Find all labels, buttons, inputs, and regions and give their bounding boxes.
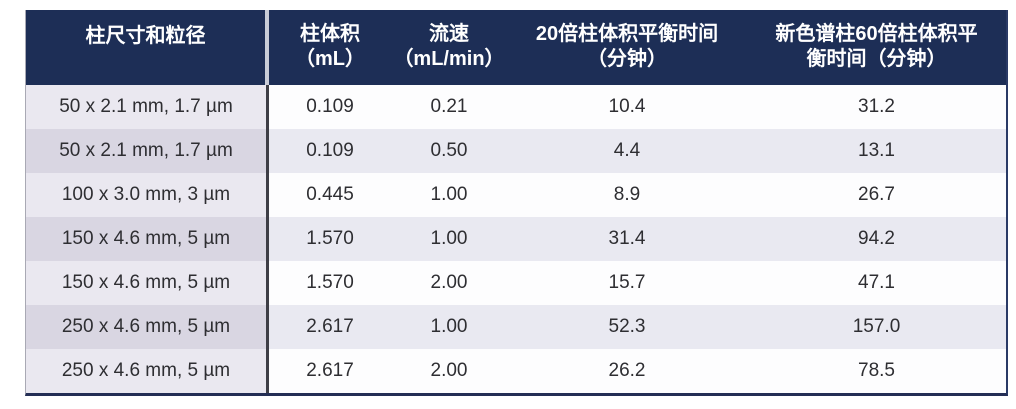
table-row: 150 x 4.6 mm, 5 µm 1.570 1.00 31.4 94.2 <box>26 217 1006 261</box>
table-row: 250 x 4.6 mm, 5 µm 2.617 1.00 52.3 157.0 <box>26 305 1006 349</box>
header-unit: （mL/min） <box>393 48 505 70</box>
header-row: 柱尺寸和粒径 柱体积 （mL） 流速 （mL/min） 20倍柱体积平衡时间 （… <box>26 10 1006 85</box>
column-dimension-cell: 50 x 2.1 mm, 1.7 µm <box>26 129 269 173</box>
column-dimension-cell: 150 x 4.6 mm, 5 µm <box>26 217 269 261</box>
value-cell: 8.9 <box>507 173 747 217</box>
value-cell: 0.109 <box>269 85 391 129</box>
value-cell: 1.00 <box>391 173 507 217</box>
value-cell: 2.617 <box>269 305 391 349</box>
table-row: 50 x 2.1 mm, 1.7 µm 0.109 0.50 4.4 13.1 <box>26 129 1006 173</box>
value-cell: 47.1 <box>747 261 1006 305</box>
column-header-60x-equilibration: 新色谱柱60倍柱体积平 衡时间（分钟） <box>747 10 1006 85</box>
value-cell: 94.2 <box>747 217 1006 261</box>
value-cell: 2.00 <box>391 261 507 305</box>
table-body: 50 x 2.1 mm, 1.7 µm 0.109 0.21 10.4 31.2 50 x… <box>26 85 1006 393</box>
header-label: 柱体积 <box>300 23 360 45</box>
value-cell: 0.50 <box>391 129 507 173</box>
column-dimension-cell: 250 x 4.6 mm, 5 µm <box>26 305 269 349</box>
value-cell: 13.1 <box>747 129 1006 173</box>
value-cell: 31.2 <box>747 85 1006 129</box>
value-cell: 52.3 <box>507 305 747 349</box>
value-cell: 0.445 <box>269 173 391 217</box>
column-dimension-cell: 50 x 2.1 mm, 1.7 µm <box>26 85 269 129</box>
column-dimension-cell: 100 x 3.0 mm, 3 µm <box>26 173 269 217</box>
header-label: 流速 <box>429 23 469 45</box>
table-row: 50 x 2.1 mm, 1.7 µm 0.109 0.21 10.4 31.2 <box>26 85 1006 129</box>
header-unit: （分钟） <box>587 48 667 70</box>
value-cell: 1.00 <box>391 305 507 349</box>
table-row: 150 x 4.6 mm, 5 µm 1.570 2.00 15.7 47.1 <box>26 261 1006 305</box>
value-cell: 0.109 <box>269 129 391 173</box>
column-header-flow-rate: 流速 （mL/min） <box>391 10 507 85</box>
table-header: 柱尺寸和粒径 柱体积 （mL） 流速 （mL/min） 20倍柱体积平衡时间 （… <box>26 10 1006 85</box>
header-unit: （mL） <box>295 48 365 70</box>
header-label: 20倍柱体积平衡时间 <box>535 23 719 45</box>
value-cell: 1.570 <box>269 261 391 305</box>
column-dimension-cell: 250 x 4.6 mm, 5 µm <box>26 349 269 393</box>
value-cell: 0.21 <box>391 85 507 129</box>
value-cell: 10.4 <box>507 85 747 129</box>
value-cell: 2.617 <box>269 349 391 393</box>
value-cell: 78.5 <box>747 349 1006 393</box>
value-cell: 26.7 <box>747 173 1006 217</box>
table-row: 100 x 3.0 mm, 3 µm 0.445 1.00 8.9 26.7 <box>26 173 1006 217</box>
header-label: 新色谱柱60倍柱体积平 <box>775 23 978 45</box>
table-row: 250 x 4.6 mm, 5 µm 2.617 2.00 26.2 78.5 <box>26 349 1006 393</box>
value-cell: 1.570 <box>269 217 391 261</box>
column-dimension-cell: 150 x 4.6 mm, 5 µm <box>26 261 269 305</box>
value-cell: 4.4 <box>507 129 747 173</box>
value-cell: 1.00 <box>391 217 507 261</box>
table-container: 柱尺寸和粒径 柱体积 （mL） 流速 （mL/min） 20倍柱体积平衡时间 （… <box>25 10 1008 396</box>
header-label: 柱尺寸和粒径 <box>85 25 206 47</box>
header-unit: 衡时间（分钟） <box>806 48 947 70</box>
value-cell: 2.00 <box>391 349 507 393</box>
value-cell: 31.4 <box>507 217 747 261</box>
column-header-20x-equilibration: 20倍柱体积平衡时间 （分钟） <box>507 10 747 85</box>
value-cell: 26.2 <box>507 349 747 393</box>
column-header-volume: 柱体积 （mL） <box>269 10 391 85</box>
column-header-dimensions: 柱尺寸和粒径 <box>26 10 269 85</box>
equilibration-table: 柱尺寸和粒径 柱体积 （mL） 流速 （mL/min） 20倍柱体积平衡时间 （… <box>25 10 1008 396</box>
value-cell: 157.0 <box>747 305 1006 349</box>
value-cell: 15.7 <box>507 261 747 305</box>
